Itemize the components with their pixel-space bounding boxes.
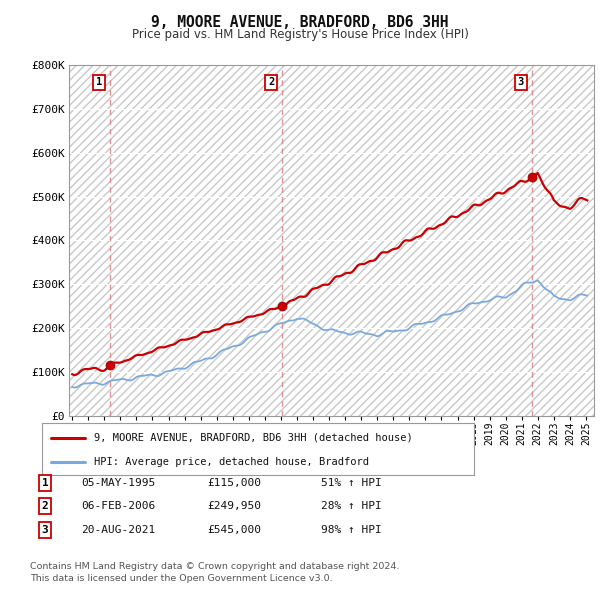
Text: 20-AUG-2021: 20-AUG-2021: [81, 525, 155, 535]
Text: 2: 2: [41, 502, 49, 511]
Text: 9, MOORE AVENUE, BRADFORD, BD6 3HH: 9, MOORE AVENUE, BRADFORD, BD6 3HH: [151, 15, 449, 30]
Text: 51% ↑ HPI: 51% ↑ HPI: [321, 478, 382, 487]
Text: 9, MOORE AVENUE, BRADFORD, BD6 3HH (detached house): 9, MOORE AVENUE, BRADFORD, BD6 3HH (deta…: [94, 432, 413, 442]
Text: 05-MAY-1995: 05-MAY-1995: [81, 478, 155, 487]
Text: 98% ↑ HPI: 98% ↑ HPI: [321, 525, 382, 535]
Text: £115,000: £115,000: [207, 478, 261, 487]
Text: 1: 1: [96, 77, 102, 87]
Text: 3: 3: [41, 525, 49, 535]
Text: Contains HM Land Registry data © Crown copyright and database right 2024.
This d: Contains HM Land Registry data © Crown c…: [30, 562, 400, 583]
Text: 1: 1: [41, 478, 49, 487]
Text: £249,950: £249,950: [207, 502, 261, 511]
Text: HPI: Average price, detached house, Bradford: HPI: Average price, detached house, Brad…: [94, 457, 369, 467]
Text: 28% ↑ HPI: 28% ↑ HPI: [321, 502, 382, 511]
Text: 06-FEB-2006: 06-FEB-2006: [81, 502, 155, 511]
Text: 2: 2: [268, 77, 274, 87]
Text: 3: 3: [518, 77, 524, 87]
Text: Price paid vs. HM Land Registry's House Price Index (HPI): Price paid vs. HM Land Registry's House …: [131, 28, 469, 41]
Text: £545,000: £545,000: [207, 525, 261, 535]
